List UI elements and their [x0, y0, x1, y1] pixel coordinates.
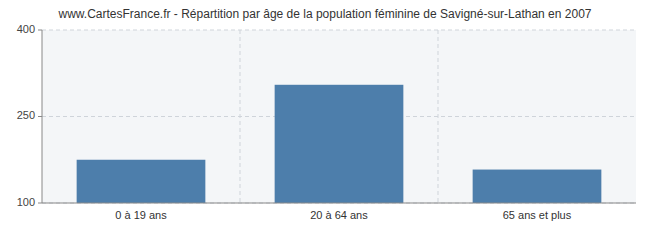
plot-background — [42, 30, 636, 203]
grid-line — [42, 30, 636, 31]
y-tick-label: 400 — [17, 23, 35, 35]
y-tick-label: 100 — [17, 196, 35, 208]
chart: 100 250 400 0 à 19 ans 20 à 64 ans 65 ans et … — [0, 0, 650, 229]
x-axis-line — [42, 203, 636, 204]
y-tick — [38, 30, 42, 31]
bars — [77, 85, 602, 203]
x-tick-label: 0 à 19 ans — [115, 209, 167, 221]
bar — [77, 160, 206, 203]
category-separator — [438, 30, 439, 203]
bar — [275, 85, 404, 203]
y-tick — [38, 203, 42, 204]
x-tick-label: 20 à 64 ans — [310, 209, 368, 221]
category-separator — [240, 30, 241, 203]
y-tick-label: 250 — [17, 109, 35, 121]
axes: 100 250 400 0 à 19 ans 20 à 64 ans 65 ans et … — [17, 23, 636, 221]
y-tick — [38, 116, 42, 117]
page: {"chart_data": {"type": "bar", "title": … — [0, 0, 650, 229]
title: www.CartesFrance.fr - Répartition par âg… — [58, 7, 592, 21]
grid-line — [42, 203, 636, 204]
grid — [42, 30, 636, 203]
bar — [473, 170, 602, 203]
x-tick-label: 65 ans et plus — [503, 209, 572, 221]
